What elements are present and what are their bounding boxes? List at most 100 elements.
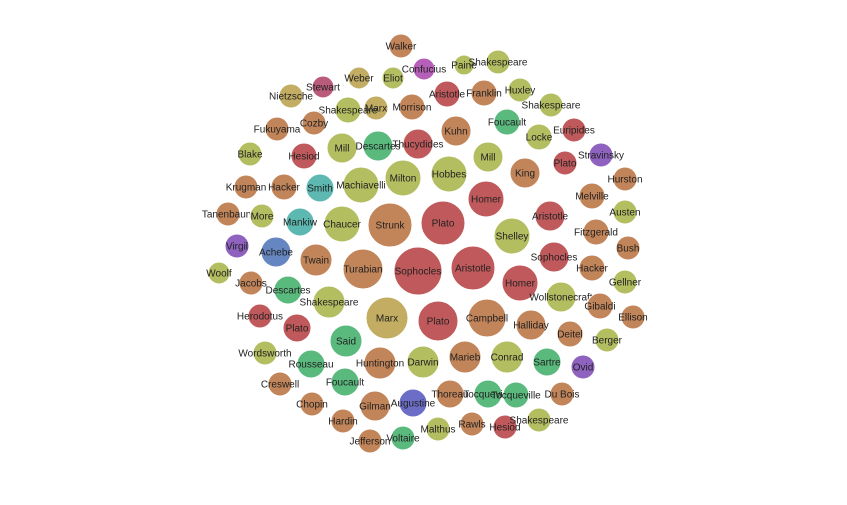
bubble-conrad[interactable]: Conrad [490,340,524,374]
bubble-mankiw[interactable]: Mankiw [283,207,318,237]
bubble-rawls[interactable]: Rawls [458,411,486,437]
bubble-fitzgerald[interactable]: Fitzgerald [574,218,618,246]
bubble-circle[interactable] [615,235,641,261]
bubble-circle[interactable] [420,200,466,246]
bubble-thoreau[interactable]: Thoreau [431,379,469,409]
bubble-circle[interactable] [285,207,315,237]
bubble-marx[interactable]: Marx [363,95,389,121]
bubble-stravinsky[interactable]: Stravinsky [578,142,624,168]
bubble-hurston[interactable]: Hurston [607,166,643,192]
bubble-circle[interactable] [534,200,566,232]
bubble-circle[interactable] [440,115,472,147]
bubble-walker[interactable]: Walker [386,33,417,59]
bubble-creswell[interactable]: Creswell [261,371,299,397]
bubble-hesiod[interactable]: Hesiod [489,414,521,440]
bubble-descartes[interactable]: Descartes [265,275,311,305]
bubble-circle[interactable] [501,264,539,302]
bubble-circle[interactable] [267,371,293,397]
bubble-weber[interactable]: Weber [344,66,374,90]
bubble-circle[interactable] [326,132,358,164]
bubble-circle[interactable] [588,142,614,168]
bubble-circle[interactable] [398,93,426,121]
bubble-chopin[interactable]: Chopin [296,391,328,417]
bubble-circle[interactable] [402,128,434,160]
bubble-machiavelli[interactable]: Machiavelli [336,166,386,204]
bubble-circle[interactable] [502,381,530,409]
bubble-huntington[interactable]: Huntington [356,346,404,380]
bubble-circle[interactable] [273,275,303,305]
bubble-tocqueville[interactable]: Tocqueville [491,381,541,409]
bubble-circle[interactable] [448,340,482,374]
bubble-kuhn[interactable]: Kuhn [440,115,472,147]
bubble-circle[interactable] [406,345,440,379]
bubble-circle[interactable] [594,327,620,353]
bubble-plato[interactable]: Plato [552,150,578,176]
bubble-circle[interactable] [296,349,326,379]
bubble-circle[interactable] [311,75,335,99]
bubble-stewart[interactable]: Stewart [306,75,340,99]
bubble-cozby[interactable]: Cozby [300,110,328,136]
bubble-circle[interactable] [367,202,413,248]
bubble-sophocles[interactable]: Sophocles [531,241,578,273]
bubble-circle[interactable] [233,174,259,200]
bubble-king[interactable]: King [509,157,541,189]
bubble-tanenbaum[interactable]: Tanenbaum [202,201,254,227]
bubble-marieb[interactable]: Marieb [448,340,482,374]
bubble-circle[interactable] [290,142,318,170]
bubble-malthus[interactable]: Malthus [420,416,456,442]
bubble-circle[interactable] [612,199,638,225]
bubble-strunk[interactable]: Strunk [367,202,413,248]
bubble-darwin[interactable]: Darwin [406,345,440,379]
bubble-foucault[interactable]: Foucault [326,367,365,397]
bubble-shakespeare[interactable]: Shakespeare [469,49,528,75]
bubble-circle[interactable] [363,95,389,121]
bubble-circle[interactable] [264,116,290,142]
bubble-ovid[interactable]: Ovid [570,354,596,380]
bubble-circle[interactable] [390,425,416,451]
bubble-hobbes[interactable]: Hobbes [430,155,468,193]
bubble-circle[interactable] [252,340,278,366]
bubble-shakespeare[interactable]: Shakespeare [300,285,359,319]
bubble-shakespeare[interactable]: Shakespeare [319,96,378,124]
bubble-circle[interactable] [299,391,325,417]
bubble-rousseau[interactable]: Rousseau [288,349,334,379]
bubble-circle[interactable] [301,110,327,136]
bubble-circle[interactable] [485,49,511,75]
bubble-gellner[interactable]: Gellner [609,269,642,295]
bubble-circle[interactable] [425,416,451,442]
bubble-twain[interactable]: Twain [299,243,333,277]
bubble-circle[interactable] [492,414,518,440]
bubble-circle[interactable] [578,254,606,282]
bubble-circle[interactable] [362,130,394,162]
bubble-circle[interactable] [312,285,346,319]
bubble-jacobs[interactable]: Jacobs [235,270,267,296]
bubble-circle[interactable] [238,270,264,296]
bubble-circle[interactable] [493,217,531,255]
bubble-augustine[interactable]: Augustine [391,388,436,418]
bubble-locke[interactable]: Locke [525,123,553,151]
bubble-hacker[interactable]: Hacker [268,173,301,201]
bubble-circle[interactable] [538,92,564,118]
bubble-circle[interactable] [561,117,587,143]
bubble-circle[interactable] [357,428,383,454]
bubble-aristotle[interactable]: Aristotle [532,200,569,232]
bubble-circle[interactable] [556,320,584,348]
bubble-shelley[interactable]: Shelley [493,217,531,255]
bubble-circle[interactable] [453,54,475,76]
bubble-eliot[interactable]: Eliot [381,66,405,90]
bubble-circle[interactable] [207,261,231,285]
bubble-plato[interactable]: Plato [417,300,459,342]
bubble-sophocles[interactable]: Sophocles [393,246,443,296]
bubble-circle[interactable] [467,180,505,218]
bubble-sartre[interactable]: Sartre [532,347,562,377]
bubble-turabian[interactable]: Turabian [342,248,384,290]
bubble-circle[interactable] [525,123,553,151]
bubble-hacker[interactable]: Hacker [576,254,609,282]
bubble-circle[interactable] [237,141,263,167]
bubble-shakespeare[interactable]: Shakespeare [522,92,581,118]
bubble-achebe[interactable]: Achebe [259,236,293,268]
bubble-euripides[interactable]: Euripides [553,117,595,143]
bubble-aristotle[interactable]: Aristotle [429,80,466,108]
bubble-circle[interactable] [365,296,409,340]
bubble-circle[interactable] [507,77,533,103]
